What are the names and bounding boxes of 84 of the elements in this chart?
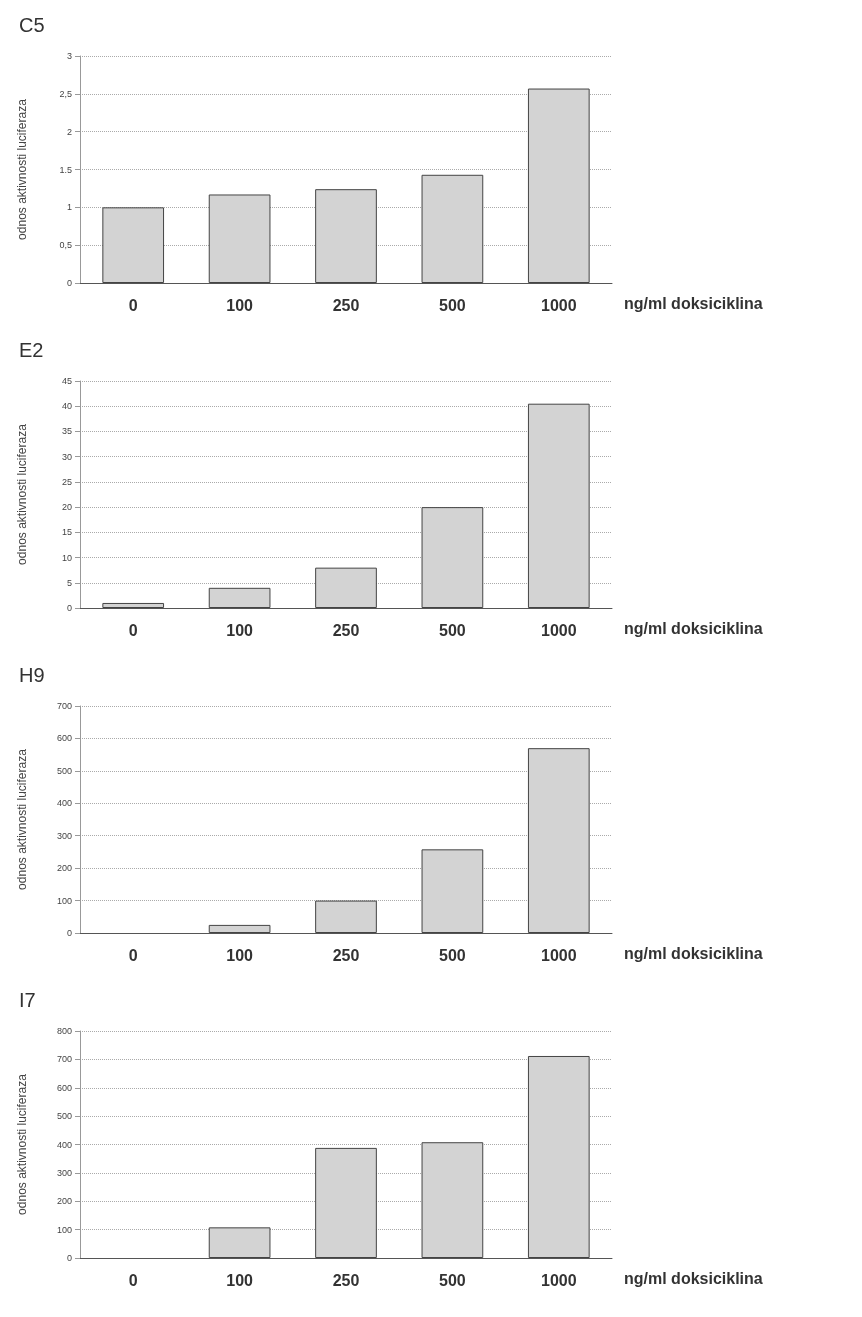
bar (421, 507, 484, 608)
x-axis-title: ng/ml doksiciklina (624, 619, 763, 637)
y-tick-label: 45 (61, 376, 72, 386)
x-tick-label: 250 (332, 1271, 360, 1289)
y-tick-label: 35 (61, 426, 72, 437)
x-tick-label: 250 (332, 621, 360, 639)
chart-title: I7 (19, 989, 36, 1011)
y-axis-title: odnos aktivnosti luciferaza (15, 423, 29, 565)
y-tick-label: 0,5 (59, 240, 72, 251)
y-tick-label: 5 (66, 577, 72, 588)
y-tick-label: 400 (56, 798, 72, 809)
bar (527, 748, 590, 933)
y-axis-title: odnos aktivnosti luciferaza (15, 98, 29, 240)
y-tick-label: 500 (56, 765, 72, 776)
x-tick-label: 250 (332, 946, 360, 964)
x-axis-title: ng/ml doksiciklina (624, 294, 763, 312)
y-tick-label: 800 (56, 1026, 72, 1036)
y-tick-label: 100 (56, 895, 72, 906)
x-tick-label: 500 (439, 296, 466, 314)
y-tick-label: 0 (66, 278, 72, 288)
x-tick-label: 0 (128, 296, 138, 314)
y-tick-label: 300 (56, 1167, 72, 1178)
x-tick-label: 100 (226, 621, 254, 639)
y-axis-title: odnos aktivnosti luciferaza (15, 748, 29, 890)
chart-title: H9 (19, 664, 45, 686)
y-tick-label: 200 (56, 863, 72, 874)
y-tick-label: 1.5 (59, 164, 72, 175)
x-tick-label: 0 (128, 1271, 138, 1289)
bar (527, 1055, 590, 1258)
y-tick-label: 100 (56, 1224, 72, 1235)
y-tick-label: 30 (61, 451, 72, 462)
y-tick-label: 0 (66, 603, 72, 613)
bar (527, 403, 590, 608)
bar (102, 207, 165, 283)
x-tick-label: 1000 (541, 946, 577, 964)
y-tick-label: 0 (66, 1253, 72, 1263)
y-axis-title: odnos aktivnosti luciferaza (15, 1073, 29, 1215)
chart-title: C5 (19, 14, 45, 36)
y-tick-label: 2,5 (59, 88, 72, 99)
x-tick-label: 250 (332, 296, 360, 314)
bar (315, 189, 377, 283)
bar (208, 1227, 271, 1258)
y-tick-label: 2 (66, 126, 72, 137)
y-tick-label: 3 (66, 51, 72, 61)
x-axis-title: ng/ml doksiciklina (624, 944, 763, 962)
bar (315, 1147, 377, 1258)
y-tick-label: 0 (66, 928, 72, 938)
bar (315, 900, 377, 933)
bar (315, 567, 377, 608)
x-tick-label: 0 (128, 621, 138, 639)
x-tick-label: 1000 (541, 296, 577, 314)
x-tick-label: 500 (439, 946, 466, 964)
y-tick-label: 700 (56, 1054, 72, 1065)
bar (421, 174, 484, 283)
bar (208, 194, 271, 283)
y-tick-label: 200 (56, 1196, 72, 1207)
y-tick-label: 40 (61, 401, 72, 412)
x-tick-label: 500 (439, 621, 466, 639)
y-tick-label: 300 (56, 830, 72, 841)
chart-title: E2 (19, 339, 44, 361)
y-tick-label: 600 (56, 1082, 72, 1093)
x-tick-label: 0 (128, 946, 138, 964)
x-tick-label: 1000 (541, 1271, 577, 1289)
y-tick-label: 400 (56, 1139, 72, 1150)
y-tick-label: 700 (56, 701, 72, 711)
y-tick-label: 10 (61, 552, 72, 563)
bar (208, 924, 271, 933)
y-tick-label: 20 (61, 502, 72, 513)
bar (421, 849, 484, 933)
y-tick-label: 1 (66, 202, 72, 213)
bar (102, 602, 165, 608)
bar (208, 587, 271, 608)
x-tick-label: 100 (226, 1271, 254, 1289)
bar (421, 1142, 484, 1258)
y-tick-label: 500 (56, 1111, 72, 1122)
x-tick-label: 100 (226, 946, 254, 964)
bar (527, 88, 590, 283)
y-tick-label: 25 (61, 476, 72, 487)
x-axis-title: ng/ml doksiciklina (624, 1269, 763, 1287)
y-tick-label: 600 (56, 733, 72, 744)
x-tick-label: 100 (226, 296, 254, 314)
x-tick-label: 1000 (541, 621, 577, 639)
x-tick-label: 500 (439, 1271, 466, 1289)
y-tick-label: 15 (61, 527, 72, 538)
